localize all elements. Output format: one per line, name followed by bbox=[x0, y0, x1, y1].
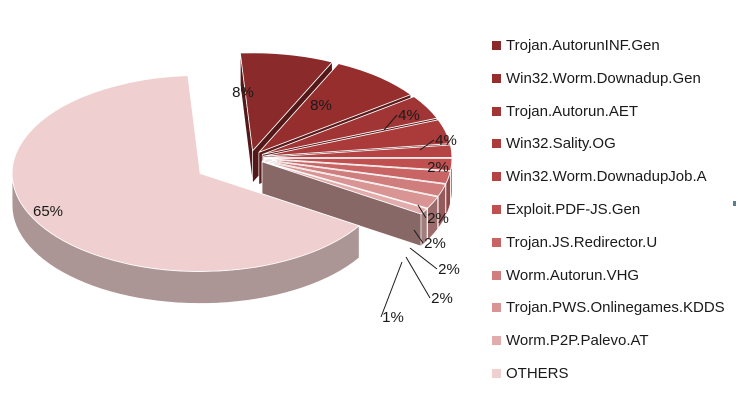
data-label-4: 2% bbox=[427, 159, 449, 176]
legend-swatch bbox=[492, 368, 501, 378]
slice-0 bbox=[239, 52, 333, 152]
corner-mark bbox=[733, 201, 736, 206]
legend-item: Win32.Worm.DownadupJob.A bbox=[492, 161, 737, 194]
legend-label: Exploit.PDF-JS.Gen bbox=[506, 200, 641, 218]
legend-label: Trojan.PWS.Onlinegames.KDDS bbox=[506, 299, 725, 317]
data-label-3: 4% bbox=[435, 132, 457, 149]
legend-item: Win32.Worm.Downadup.Gen bbox=[492, 63, 737, 96]
legend-label: Trojan.JS.Redirector.U bbox=[506, 233, 658, 251]
legend-swatch bbox=[492, 106, 501, 116]
legend-swatch bbox=[492, 303, 501, 313]
legend-item: Trojan.JS.Redirector.U bbox=[492, 227, 737, 260]
legend-item: Worm.P2P.Palevo.AT bbox=[492, 325, 737, 358]
legend-swatch bbox=[492, 41, 501, 50]
legend-label: Win32.Worm.DownadupJob.A bbox=[506, 168, 707, 186]
slice-8 bbox=[262, 160, 439, 209]
data-labels: 8% 8% 4% 4% 2% 2% 2% 2% 2% 1% 65% bbox=[33, 84, 460, 326]
slice-6 bbox=[263, 158, 451, 184]
legend-label: Worm.Autorun.VHG bbox=[506, 266, 640, 284]
slice-2 bbox=[262, 96, 438, 155]
legend-label: OTHERS bbox=[506, 364, 569, 382]
slice-1 bbox=[258, 63, 412, 153]
pie-slices bbox=[11, 52, 453, 272]
legend-swatch bbox=[492, 270, 501, 280]
leader-line-3 bbox=[419, 139, 435, 151]
legend-swatch bbox=[492, 73, 501, 83]
slice-3 bbox=[263, 119, 451, 157]
leader-lines bbox=[380, 114, 438, 318]
leader-line-9 bbox=[380, 261, 403, 318]
legend-label: Worm.P2P.Palevo.AT bbox=[506, 332, 649, 350]
data-label-7: 2% bbox=[438, 261, 460, 278]
leader-line-7 bbox=[409, 247, 438, 270]
leader-line-6 bbox=[413, 229, 424, 244]
legend-item: Win32.Sality.OG bbox=[492, 128, 737, 161]
legend-label: Win32.Sality.OG bbox=[506, 135, 616, 153]
legend-label: Win32.Worm.Downadup.Gen bbox=[506, 69, 701, 87]
legend-swatch bbox=[492, 237, 501, 247]
legend-swatch bbox=[492, 172, 501, 182]
data-label-9: 1% bbox=[382, 309, 404, 326]
legend-item: Worm.Autorun.VHG bbox=[492, 260, 737, 293]
legend-item: Trojan.PWS.Onlinegames.KDDS bbox=[492, 292, 737, 325]
legend-item: Trojan.AutorunINF.Gen bbox=[492, 30, 737, 63]
slice-7 bbox=[263, 159, 447, 197]
legend-label: Trojan.Autorun.AET bbox=[506, 102, 639, 120]
legend-item: Exploit.PDF-JS.Gen bbox=[492, 194, 737, 227]
slice-4 bbox=[263, 144, 453, 158]
legend-swatch bbox=[492, 204, 501, 214]
data-label-8: 2% bbox=[431, 290, 453, 307]
data-label-5: 2% bbox=[427, 210, 449, 227]
legend-item: OTHERS bbox=[492, 358, 737, 391]
slice-10 bbox=[11, 75, 360, 272]
data-label-2: 4% bbox=[398, 107, 420, 124]
leader-line-8 bbox=[405, 256, 431, 299]
legend-item: Trojan.Autorun.AET bbox=[492, 96, 737, 129]
data-label-6: 2% bbox=[424, 235, 446, 252]
leader-line-2 bbox=[383, 114, 398, 131]
data-label-10: 65% bbox=[33, 203, 63, 220]
data-label-0: 8% bbox=[232, 84, 254, 101]
leader-line-5 bbox=[417, 204, 427, 219]
legend-label: Trojan.AutorunINF.Gen bbox=[506, 37, 660, 54]
slice-9 bbox=[261, 161, 428, 215]
legend-swatch bbox=[492, 139, 501, 149]
data-label-1: 8% bbox=[310, 97, 332, 114]
legend: Trojan.AutorunINF.Gen Win32.Worm.Downadup… bbox=[492, 30, 737, 391]
legend-swatch bbox=[492, 336, 501, 346]
slice-5 bbox=[263, 157, 453, 171]
